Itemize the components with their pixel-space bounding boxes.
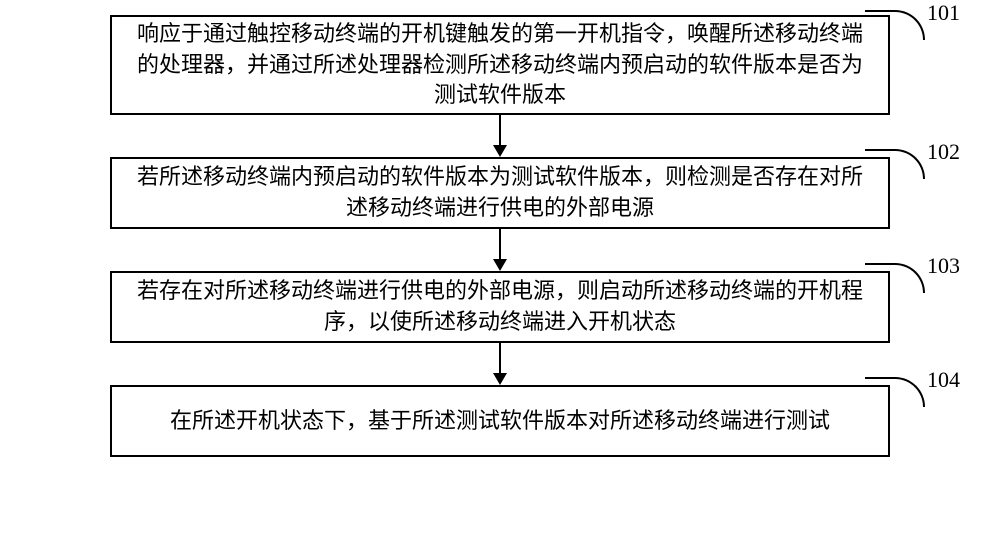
flow-node-1: 响应于通过触控移动终端的开机键触发的第一开机指令，唤醒所述移动终端的处理器，并通… <box>110 15 890 115</box>
flowchart-container: 响应于通过触控移动终端的开机键触发的第一开机指令，唤醒所述移动终端的处理器，并通… <box>40 15 960 457</box>
node-text-2: 若所述移动终端内预启动的软件版本为测试软件版本，则检测是否存在对所述移动终端进行… <box>132 162 868 224</box>
connector-line <box>499 343 501 373</box>
connector-line <box>499 229 501 259</box>
node-wrapper-2: 若所述移动终端内预启动的软件版本为测试软件版本，则检测是否存在对所述移动终端进行… <box>40 157 960 229</box>
node-text-1: 响应于通过触控移动终端的开机键触发的第一开机指令，唤醒所述移动终端的处理器，并通… <box>132 19 868 111</box>
arrow-down-icon <box>493 259 507 271</box>
node-wrapper-1: 响应于通过触控移动终端的开机键触发的第一开机指令，唤醒所述移动终端的处理器，并通… <box>40 15 960 115</box>
node-wrapper-3: 若存在对所述移动终端进行供电的外部电源，则启动所述移动终端的开机程序，以使所述移… <box>40 271 960 343</box>
flow-node-4: 在所述开机状态下，基于所述测试软件版本对所述移动终端进行测试 <box>110 385 890 457</box>
arrow-down-icon <box>493 145 507 157</box>
connector-line <box>499 115 501 145</box>
flow-node-2: 若所述移动终端内预启动的软件版本为测试软件版本，则检测是否存在对所述移动终端进行… <box>110 157 890 229</box>
node-label-1: 101 <box>927 0 960 26</box>
connector-1-2 <box>40 115 960 157</box>
connector-3-4 <box>40 343 960 385</box>
node-wrapper-4: 在所述开机状态下，基于所述测试软件版本对所述移动终端进行测试 104 <box>40 385 960 457</box>
node-text-3: 若存在对所述移动终端进行供电的外部电源，则启动所述移动终端的开机程序，以使所述移… <box>132 276 868 338</box>
connector-2-3 <box>40 229 960 271</box>
node-label-2: 102 <box>927 139 960 165</box>
node-label-4: 104 <box>927 367 960 393</box>
node-label-3: 103 <box>927 253 960 279</box>
node-text-4: 在所述开机状态下，基于所述测试软件版本对所述移动终端进行测试 <box>170 406 830 437</box>
label-curve-1 <box>865 10 925 40</box>
flow-node-3: 若存在对所述移动终端进行供电的外部电源，则启动所述移动终端的开机程序，以使所述移… <box>110 271 890 343</box>
arrow-down-icon <box>493 373 507 385</box>
